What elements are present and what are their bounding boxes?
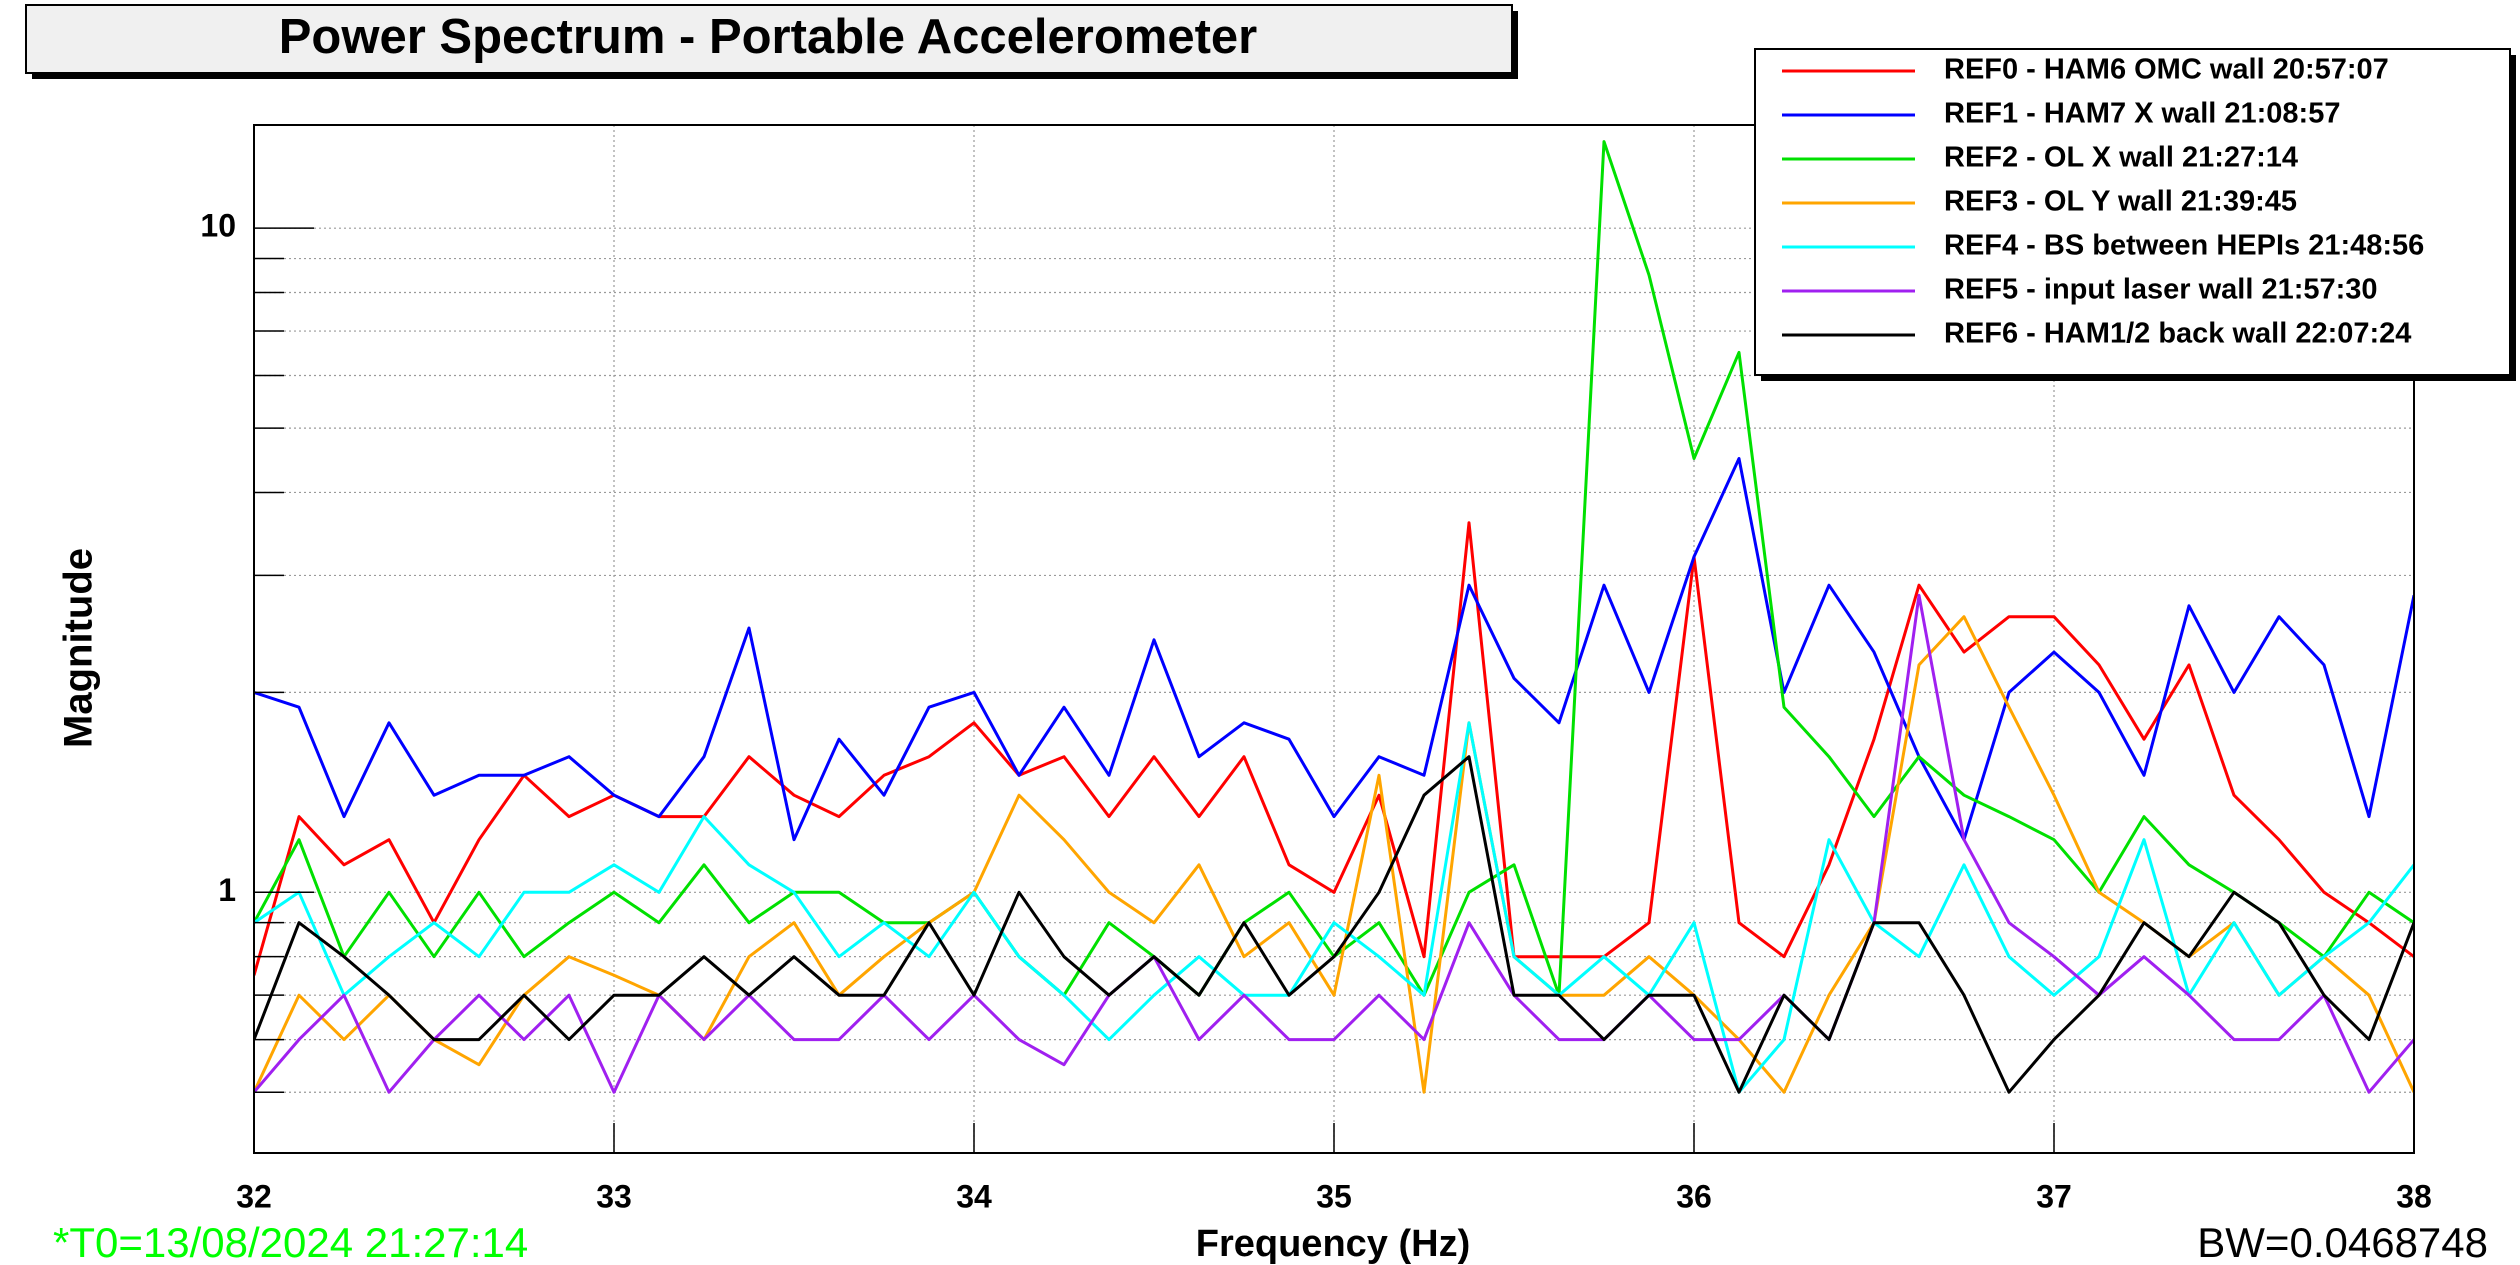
series-line — [254, 457, 2414, 842]
legend-label: REF0 - HAM6 OMC wall 20:57:07 — [1944, 54, 2389, 86]
tick-layer: 32 33 34 35 36 37 38 1 10 — [200, 208, 2431, 1215]
x-axis-label: Frequency (Hz) — [1196, 1223, 1470, 1265]
legend-label: REF2 - OL X wall 21:27:14 — [1944, 142, 2298, 174]
series-line — [254, 721, 2414, 1094]
legend-label: REF5 - input laser wall 21:57:30 — [1944, 274, 2378, 306]
x-tick-label: 35 — [1316, 1178, 1352, 1214]
legend-label: REF3 - OL Y wall 21:39:45 — [1944, 186, 2297, 218]
legend: REF0 - HAM6 OMC wall 20:57:07 REF1 - HAM7… — [1754, 48, 2516, 381]
y-tick-label: 1 — [218, 872, 236, 908]
y-axis-label: Magnitude — [57, 548, 101, 748]
y-tick-label: 10 — [200, 208, 236, 244]
series-line — [254, 755, 2414, 1094]
legend-label: REF6 - HAM1/2 back wall 22:07:24 — [1944, 318, 2411, 350]
x-tick-label: 36 — [1676, 1178, 1712, 1214]
x-tick-label: 37 — [2036, 1178, 2072, 1214]
series-line — [254, 593, 2414, 1094]
line-layer — [254, 140, 2414, 1094]
title-box — [25, 4, 1513, 74]
chart-title: Power Spectrum - Portable Accelerometer — [279, 10, 1258, 64]
x-tick-label: 38 — [2396, 1178, 2432, 1214]
bandwidth-label: BW=0.0468748 — [2197, 1219, 2488, 1265]
x-tick-label: 32 — [236, 1178, 272, 1214]
legend-label: REF1 - HAM7 X wall 21:08:57 — [1944, 98, 2340, 130]
t0-label: *T0=13/08/2024 21:27:14 — [53, 1219, 528, 1265]
x-tick-label: 34 — [956, 1178, 992, 1214]
x-tick-label: 33 — [596, 1178, 632, 1214]
legend-box — [1754, 48, 2511, 376]
series-line — [254, 615, 2414, 1094]
legend-label: REF4 - BS between HEPIs 21:48:56 — [1944, 230, 2424, 262]
